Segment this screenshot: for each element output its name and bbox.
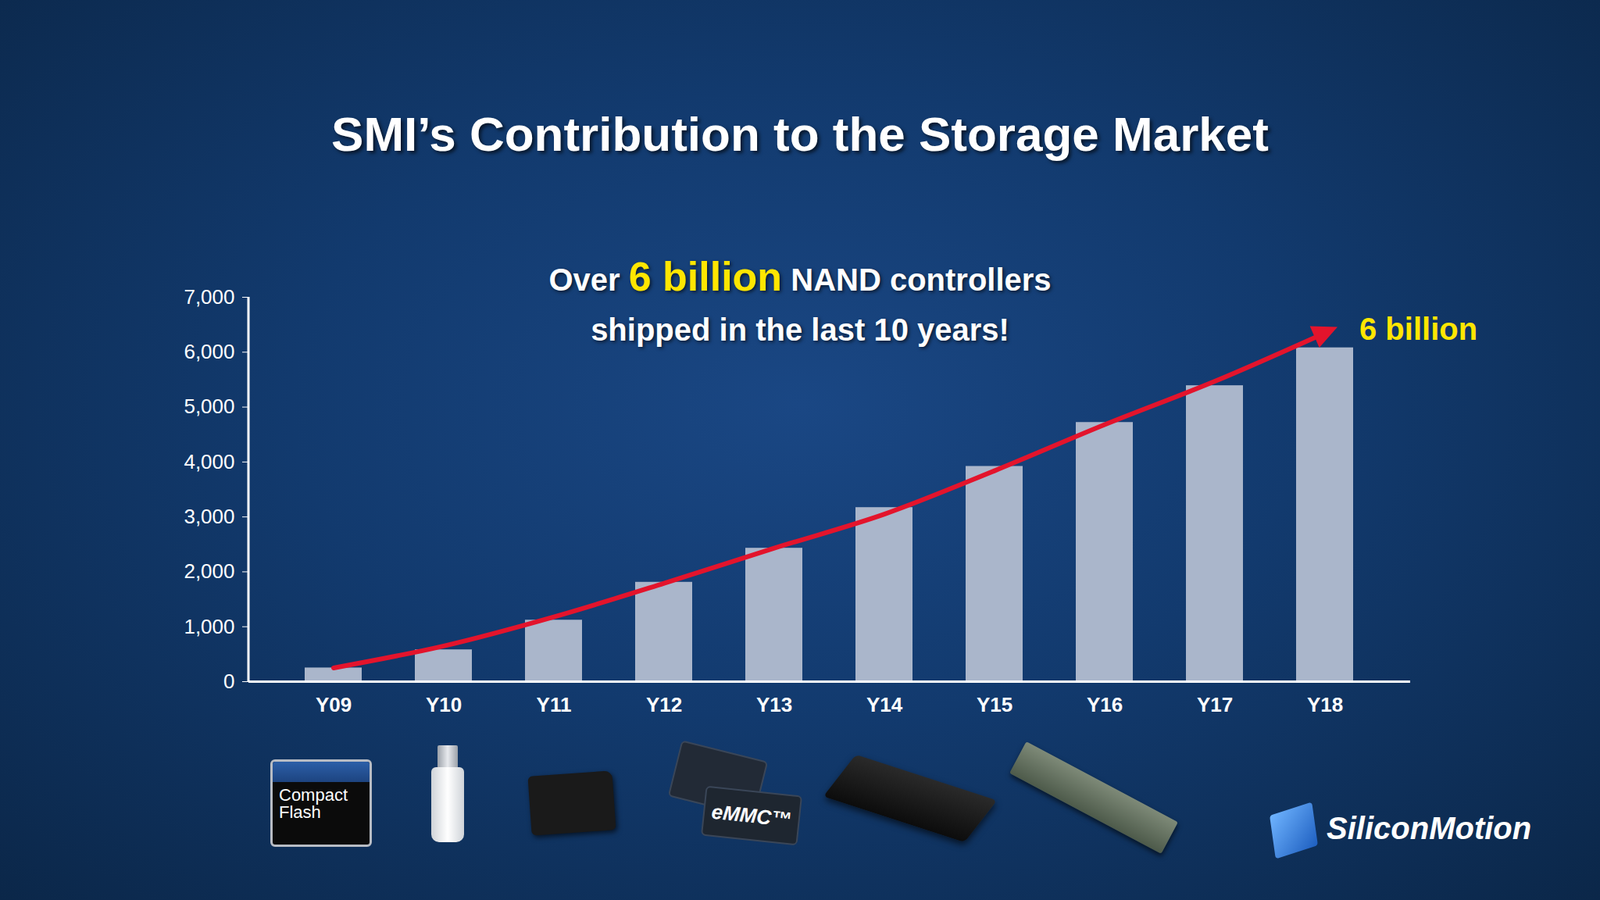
svg-text:6,000: 6,000 — [183, 339, 235, 364]
html-text:eMMC™: eMMC™ — [710, 799, 793, 832]
svg-text:3,000: 3,000 — [183, 504, 235, 529]
svg-text:Y12: Y12 — [646, 692, 683, 717]
svg-text:Y16: Y16 — [1086, 692, 1123, 717]
svg-text:4,000: 4,000 — [183, 450, 235, 474]
svg-text:Y11: Y11 — [536, 692, 572, 717]
svg-text:Y09: Y09 — [315, 692, 352, 717]
svg-text:Y17: Y17 — [1196, 692, 1233, 717]
svg-text:Y14: Y14 — [866, 692, 904, 717]
svg-text:Y18: Y18 — [1307, 692, 1343, 717]
svg-text:Y10: Y10 — [425, 692, 462, 717]
html-text:SiliconMotion: SiliconMotion — [1326, 810, 1532, 846]
svg-text:1,000: 1,000 — [183, 614, 235, 639]
svg-text:2,000: 2,000 — [183, 559, 235, 583]
svg-text:6 billion: 6 billion — [1359, 311, 1478, 347]
html-text:Compact Flash: Compact Flash — [278, 785, 348, 822]
html-text:shipped in the last 10 years!: shipped in the last 10 years! — [590, 312, 1010, 347]
svg-text:Y13: Y13 — [756, 692, 793, 717]
html-text:Over6 billionNAND controllers: Over6 billionNAND controllers — [548, 253, 1052, 300]
svg-text:Y15: Y15 — [976, 692, 1013, 717]
svg-text:0: 0 — [223, 669, 235, 693]
svg-text:5,000: 5,000 — [183, 394, 235, 418]
html-text:SMI’s Contribution to the Stor: SMI’s Contribution to the Storage Market — [331, 107, 1269, 161]
svg-text:7,000: 7,000 — [183, 285, 235, 309]
